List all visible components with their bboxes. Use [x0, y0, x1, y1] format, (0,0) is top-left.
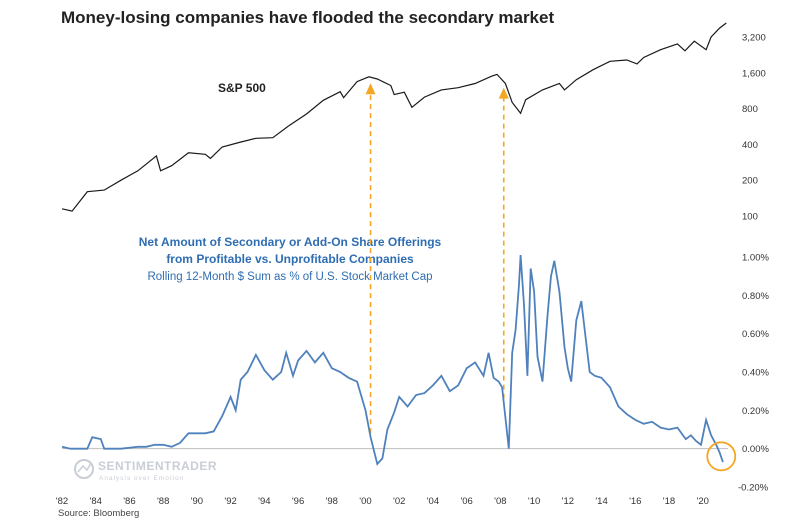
x-tick-label: '92 — [224, 496, 236, 507]
arrow-head — [365, 83, 376, 95]
x-tick-label: '02 — [393, 496, 405, 507]
logo-tagline: Analysis over Emotion — [99, 475, 184, 482]
offerings-y-tick-label: 1.00% — [742, 253, 769, 264]
x-tick-label: '82 — [56, 496, 68, 507]
annotation-title-line-1: Net Amount of Secondary or Add-On Share … — [139, 235, 442, 249]
x-tick-label: '06 — [460, 496, 472, 507]
logo-icon — [74, 459, 94, 479]
sp500-y-tick-label: 800 — [742, 104, 758, 115]
logo-name: SENTIMENTRADER — [98, 459, 217, 473]
offerings-y-axis: 1.00% 0.80% 0.60% 0.40% 0.20% 0.00% -0.20% — [738, 253, 769, 494]
offerings-y-tick-label: -0.20% — [738, 483, 769, 494]
source-note: Source: Bloomberg — [58, 508, 139, 519]
offerings-annotation: Net Amount of Secondary or Add-On Share … — [139, 235, 442, 283]
x-tick-label: '16 — [629, 496, 641, 507]
sp500-y-tick-label: 3,200 — [742, 33, 766, 44]
x-tick-label: '88 — [157, 496, 169, 507]
offerings-y-tick-label: 0.20% — [742, 406, 769, 417]
arrow-head — [498, 87, 509, 99]
offerings-y-tick-label: 0.40% — [742, 368, 769, 379]
annotation-title-line-2: from Profitable vs. Unprofitable Compani… — [166, 252, 414, 266]
offerings-y-tick-label: 0.60% — [742, 329, 769, 340]
sp500-y-tick-label: 400 — [742, 140, 758, 151]
logo-chart-icon — [77, 462, 92, 473]
chart-title: Money-losing companies have flooded the … — [61, 8, 554, 27]
x-axis: '82 '84 '86 '88 '90 '92 '94 '96 '98 '00 '02 '04 '06 '… — [56, 496, 709, 507]
x-tick-label: '12 — [562, 496, 574, 507]
offerings-y-tick-label: 0.00% — [742, 444, 769, 455]
sp500-line — [61, 22, 727, 212]
highlight-circle — [706, 441, 737, 472]
arrows-layer — [365, 83, 509, 434]
x-tick-label: '04 — [427, 496, 439, 507]
x-tick-label: '00 — [359, 496, 371, 507]
x-tick-label: '08 — [494, 496, 506, 507]
x-tick-label: '86 — [123, 496, 135, 507]
sp500-y-axis: 3,200 1,600 800 400 200 100 — [742, 33, 766, 223]
x-tick-label: '18 — [663, 496, 675, 507]
x-tick-label: '84 — [90, 496, 102, 507]
x-tick-label: '90 — [191, 496, 203, 507]
sentimentrader-logo: SENTIMENTRADER Analysis over Emotion — [74, 459, 217, 482]
sp500-series-label: S&P 500 — [218, 81, 266, 95]
sp500-y-tick-label: 100 — [742, 212, 758, 223]
x-tick-label: '10 — [528, 496, 540, 507]
x-tick-label: '14 — [595, 496, 607, 507]
x-tick-label: '96 — [292, 496, 304, 507]
x-tick-label: '98 — [326, 496, 338, 507]
highlight-circle-layer — [706, 441, 737, 472]
offerings-y-tick-label: 0.80% — [742, 291, 769, 302]
annotation-subtitle: Rolling 12-Month $ Sum as % of U.S. Stoc… — [147, 271, 432, 283]
x-tick-label: '94 — [258, 496, 270, 507]
x-tick-label: '20 — [697, 496, 709, 507]
sp500-y-tick-label: 1,600 — [742, 68, 766, 79]
sp500-y-tick-label: 200 — [742, 176, 758, 187]
offerings-line — [61, 255, 724, 466]
